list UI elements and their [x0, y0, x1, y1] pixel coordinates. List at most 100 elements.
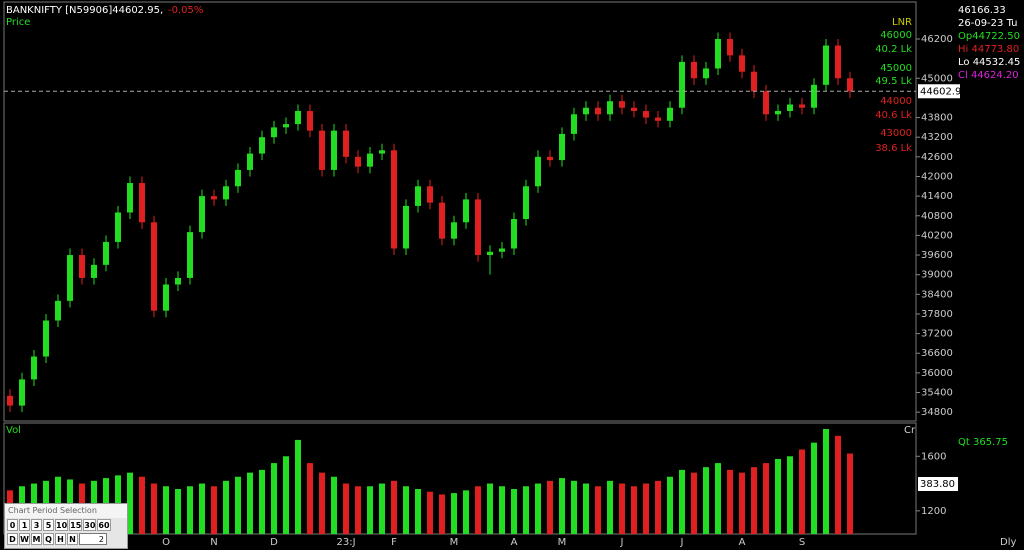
candle-body: [79, 255, 85, 278]
candle-body: [451, 222, 457, 239]
volume-bar: [763, 463, 769, 534]
candle-body: [787, 104, 793, 112]
volume-bar: [403, 486, 409, 534]
candle-body: [619, 101, 625, 108]
volume-label: Vol: [6, 425, 21, 436]
volume-bar: [727, 469, 733, 534]
period-button[interactable]: D: [7, 533, 18, 545]
period-button[interactable]: 0: [7, 519, 18, 531]
volume-bar: [775, 459, 781, 534]
volume-bar: [283, 456, 289, 534]
period-button[interactable]: N: [67, 533, 78, 545]
volume-bar: [463, 490, 469, 534]
volume-bar: [367, 486, 373, 534]
period-row: 0 1 3 5 10 15 30 60: [5, 518, 127, 532]
info-label: Cl 44624.20: [958, 70, 1019, 81]
candle-body: [607, 101, 613, 115]
candle-body: [439, 202, 445, 239]
y-tick-label: 1200: [921, 506, 946, 517]
volume-bar: [391, 480, 397, 534]
volume-bar: [835, 435, 841, 534]
period-button[interactable]: W: [19, 533, 30, 545]
volume-bar: [823, 429, 829, 534]
period-button[interactable]: H: [55, 533, 66, 545]
candle-body: [715, 38, 721, 69]
volume-bar: [739, 472, 745, 534]
candle-body: [211, 196, 217, 200]
candle-body: [835, 45, 841, 79]
candle-body: [163, 284, 169, 311]
x-tick-label: J: [620, 537, 624, 548]
candle-body: [199, 196, 205, 233]
period-button[interactable]: 30: [83, 519, 97, 531]
candle-body: [847, 78, 853, 92]
period-caption: Chart Period Selection: [5, 504, 127, 518]
volume-bar: [199, 483, 205, 534]
volume-bar: [379, 483, 385, 534]
info-label: 46166.33: [958, 5, 1006, 16]
x-tick-label: O: [162, 537, 170, 548]
volume-bar: [259, 469, 265, 534]
volume-bar: [127, 472, 133, 534]
period-button[interactable]: 10: [55, 519, 69, 531]
period-button[interactable]: 3: [31, 519, 42, 531]
candle-body: [247, 153, 253, 170]
x-tick-label: M: [450, 537, 459, 548]
period-input[interactable]: 2: [79, 533, 107, 545]
y-tick-label: 34800: [921, 407, 953, 418]
last-volume-label: 383.80: [920, 479, 955, 490]
candle-body: [391, 150, 397, 249]
candle-body: [823, 45, 829, 85]
y-tick-label: 38400: [921, 289, 953, 300]
candle-body: [271, 127, 277, 138]
lnr-label: 40.6 Lk: [875, 110, 912, 121]
lnr-label: 45000: [880, 63, 912, 74]
lnr-label: 43000: [880, 128, 912, 139]
y-tick-label: 39000: [921, 270, 953, 281]
candle-body: [175, 277, 181, 285]
volume-bar: [163, 486, 169, 534]
price-label: Price: [6, 17, 30, 28]
candle-body: [91, 264, 97, 278]
candle-body: [547, 156, 553, 161]
candle-body: [403, 205, 409, 249]
period-button[interactable]: M: [31, 533, 42, 545]
volume-bar: [751, 467, 757, 534]
volume-bar: [667, 476, 673, 534]
x-tick-label: J: [680, 537, 684, 548]
y-tick-label: 39600: [921, 250, 953, 261]
candle-body: [799, 104, 805, 108]
period-button[interactable]: 60: [97, 519, 111, 531]
period-button[interactable]: 15: [69, 519, 83, 531]
candle-body: [55, 300, 61, 321]
candle-body: [523, 186, 529, 220]
y-tick-label: 40800: [921, 211, 953, 222]
candle-body: [187, 232, 193, 278]
volume-unit: Cr: [904, 425, 916, 436]
candle-body: [139, 183, 145, 223]
period-button[interactable]: Q: [43, 533, 54, 545]
x-tick-label: D: [270, 537, 278, 548]
volume-bar: [475, 486, 481, 534]
lnr-label: 49.5 Lk: [875, 76, 912, 87]
volume-bar: [559, 478, 565, 534]
candle-body: [115, 212, 121, 242]
lnr-label: 44000: [880, 96, 912, 107]
x-tick-label: N: [210, 537, 217, 548]
volume-bar: [307, 463, 313, 534]
volume-bar: [343, 483, 349, 534]
candle-body: [511, 219, 517, 249]
period-button[interactable]: 1: [19, 519, 30, 531]
x-tick-label: A: [739, 537, 746, 548]
y-tick-label: 42000: [921, 171, 953, 182]
period-button[interactable]: 5: [43, 519, 54, 531]
candle-body: [631, 107, 637, 112]
volume-bar: [331, 476, 337, 534]
candle-body: [331, 130, 337, 170]
candle-body: [343, 130, 349, 157]
candle-body: [31, 356, 37, 380]
lnr-label: LNR: [892, 17, 912, 28]
